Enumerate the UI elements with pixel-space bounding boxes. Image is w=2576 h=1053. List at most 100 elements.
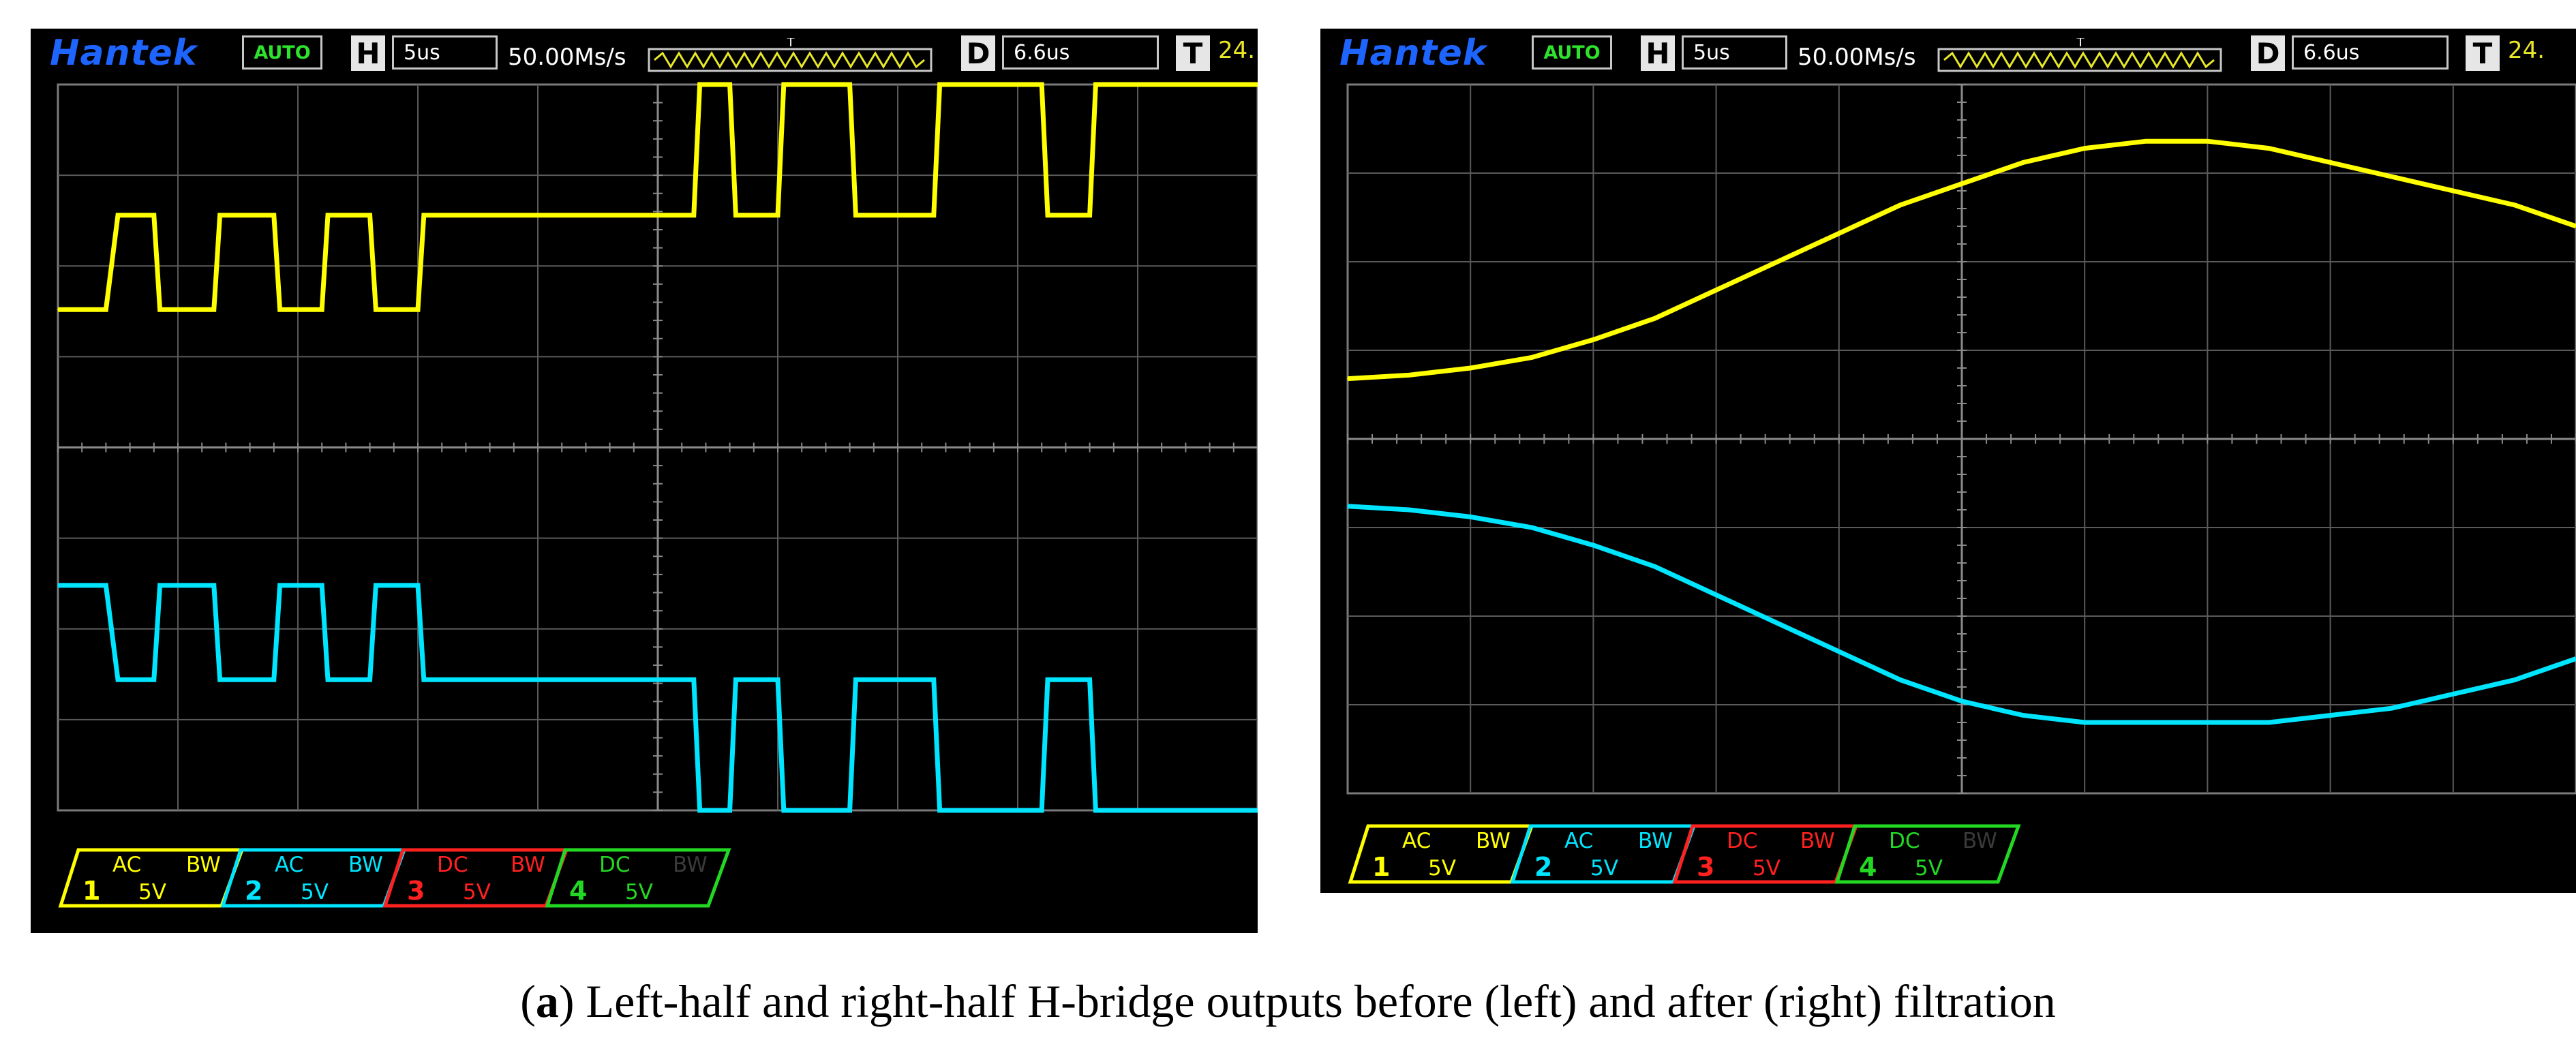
channel-badge-4[interactable]: 4 DC BW 5V (545, 847, 736, 909)
data-point-ch2 (105, 584, 107, 586)
data-point-ch2 (2268, 722, 2270, 723)
channel-coupling: AC (1402, 829, 1431, 853)
channel-bandwidth-limit: BW (1963, 829, 1997, 853)
channel-volts-per-div: 5V (301, 880, 329, 904)
data-point-ch1 (1089, 214, 1091, 216)
trigger-level-label: T (2466, 35, 2500, 71)
data-point-ch2 (1257, 810, 1258, 811)
oscilloscope-left: Hantek AUTO H 5us 50.00Ms/s T D 6.6us T … (31, 29, 1258, 933)
data-point-ch1 (1470, 367, 1472, 369)
data-point-ch1 (2329, 162, 2331, 164)
data-point-ch1 (2268, 147, 2270, 149)
channel-coupling: DC (437, 853, 468, 877)
data-point-ch1 (699, 84, 701, 85)
data-point-ch1 (57, 309, 59, 311)
data-point-ch1 (453, 214, 455, 216)
delay-label: D (2251, 35, 2285, 71)
delay-value: 6.6us (2292, 35, 2449, 70)
channel-volts-per-div: 5V (625, 880, 653, 904)
data-point-ch2 (327, 679, 329, 681)
trigger-level-value: 24. (1218, 37, 1256, 64)
trigger-level-value: 24. (2508, 37, 2545, 64)
data-point-ch1 (2145, 140, 2147, 142)
waveform-plot (57, 82, 1258, 813)
data-point-ch1 (375, 309, 377, 311)
scope-top-bar: Hantek AUTO H 5us 50.00Ms/s T D 6.6us T … (31, 29, 1258, 78)
data-point-ch2 (549, 679, 551, 681)
data-point-ch2 (1838, 651, 1840, 652)
trigger-position-wave-icon: T (1937, 38, 2222, 72)
data-point-ch2 (939, 810, 941, 811)
data-point-ch1 (2084, 147, 2086, 149)
horizontal-scale-value: 5us (392, 35, 498, 70)
data-point-ch1 (2207, 140, 2209, 142)
waveform-screen (1320, 78, 2576, 814)
channel-bandwidth-limit: BW (1476, 829, 1511, 853)
data-point-ch2 (693, 679, 695, 681)
data-point-ch2 (1347, 505, 1348, 507)
figure-caption: (a) Left-half and right-half H-bridge ou… (0, 975, 2576, 1028)
data-point-ch1 (729, 84, 731, 85)
data-point-ch1 (939, 84, 941, 85)
data-point-ch2 (1089, 679, 1091, 681)
data-point-ch1 (1408, 374, 1410, 376)
data-point-ch2 (1592, 545, 1594, 546)
data-point-ch1 (693, 214, 695, 216)
data-point-ch1 (273, 214, 275, 216)
data-point-ch2 (1408, 509, 1410, 510)
data-point-ch1 (735, 214, 737, 216)
data-point-ch2 (117, 679, 119, 681)
trigger-level-label: T (1176, 35, 1210, 71)
scope-top-bar: Hantek AUTO H 5us 50.00Ms/s T D 6.6us T … (1320, 29, 2576, 78)
data-point-ch1 (423, 214, 425, 216)
data-point-ch2 (279, 584, 281, 586)
data-point-ch2 (1654, 566, 1656, 568)
data-point-ch2 (219, 679, 221, 681)
data-point-ch1 (117, 214, 119, 216)
data-point-ch1 (933, 214, 935, 216)
waveform-plot (1346, 83, 2576, 795)
channel-volts-per-div: 5V (1428, 856, 1456, 881)
data-point-ch1 (1654, 318, 1656, 320)
channel-bar: 1 AC BW 5V 2 AC BW 5V 3 DC BW 5V 4 DC BW 5V (31, 838, 1258, 933)
data-point-ch2 (1470, 516, 1472, 518)
data-point-ch2 (273, 679, 275, 681)
data-point-ch2 (2084, 722, 2086, 723)
channel-coupling: DC (1889, 829, 1920, 853)
horizontal-scale-value: 5us (1682, 35, 1787, 70)
data-point-ch1 (327, 214, 329, 216)
data-point-ch1 (159, 309, 161, 311)
data-point-ch2 (2452, 693, 2454, 695)
data-point-ch1 (1257, 84, 1258, 85)
data-point-ch2 (453, 679, 455, 681)
data-point-ch1 (443, 214, 445, 216)
data-point-ch2 (321, 584, 323, 586)
data-point-ch1 (1899, 204, 1901, 206)
sample-rate: 50.00Ms/s (508, 44, 626, 71)
data-point-ch2 (729, 810, 731, 811)
data-point-ch1 (1838, 232, 1840, 234)
channel-volts-per-div: 5V (463, 880, 491, 904)
data-point-ch1 (549, 214, 551, 216)
channel-badge-4[interactable]: 4 DC BW 5V (1834, 823, 2025, 885)
data-point-ch1 (417, 309, 419, 311)
data-point-ch1 (1961, 183, 1963, 185)
channel-coupling: DC (599, 853, 631, 877)
data-point-ch2 (849, 810, 851, 811)
data-point-ch1 (219, 214, 221, 216)
channel-number: 1 (82, 876, 101, 906)
channel-volts-per-div: 5V (1590, 856, 1618, 881)
data-point-ch2 (1047, 679, 1048, 681)
data-point-ch1 (579, 214, 581, 216)
data-point-ch2 (1899, 679, 1901, 681)
waveform-screen (31, 78, 1258, 838)
data-point-ch2 (159, 584, 161, 586)
trigger-mode-badge: AUTO (242, 35, 322, 70)
caption-text: Left-half and right-half H-bridge output… (574, 975, 2056, 1027)
data-point-ch2 (153, 679, 155, 681)
data-point-ch1 (1095, 84, 1097, 85)
data-point-ch2 (783, 810, 785, 811)
horizontal-label: H (1641, 35, 1675, 71)
data-point-ch2 (555, 679, 557, 681)
data-point-ch2 (213, 584, 215, 586)
